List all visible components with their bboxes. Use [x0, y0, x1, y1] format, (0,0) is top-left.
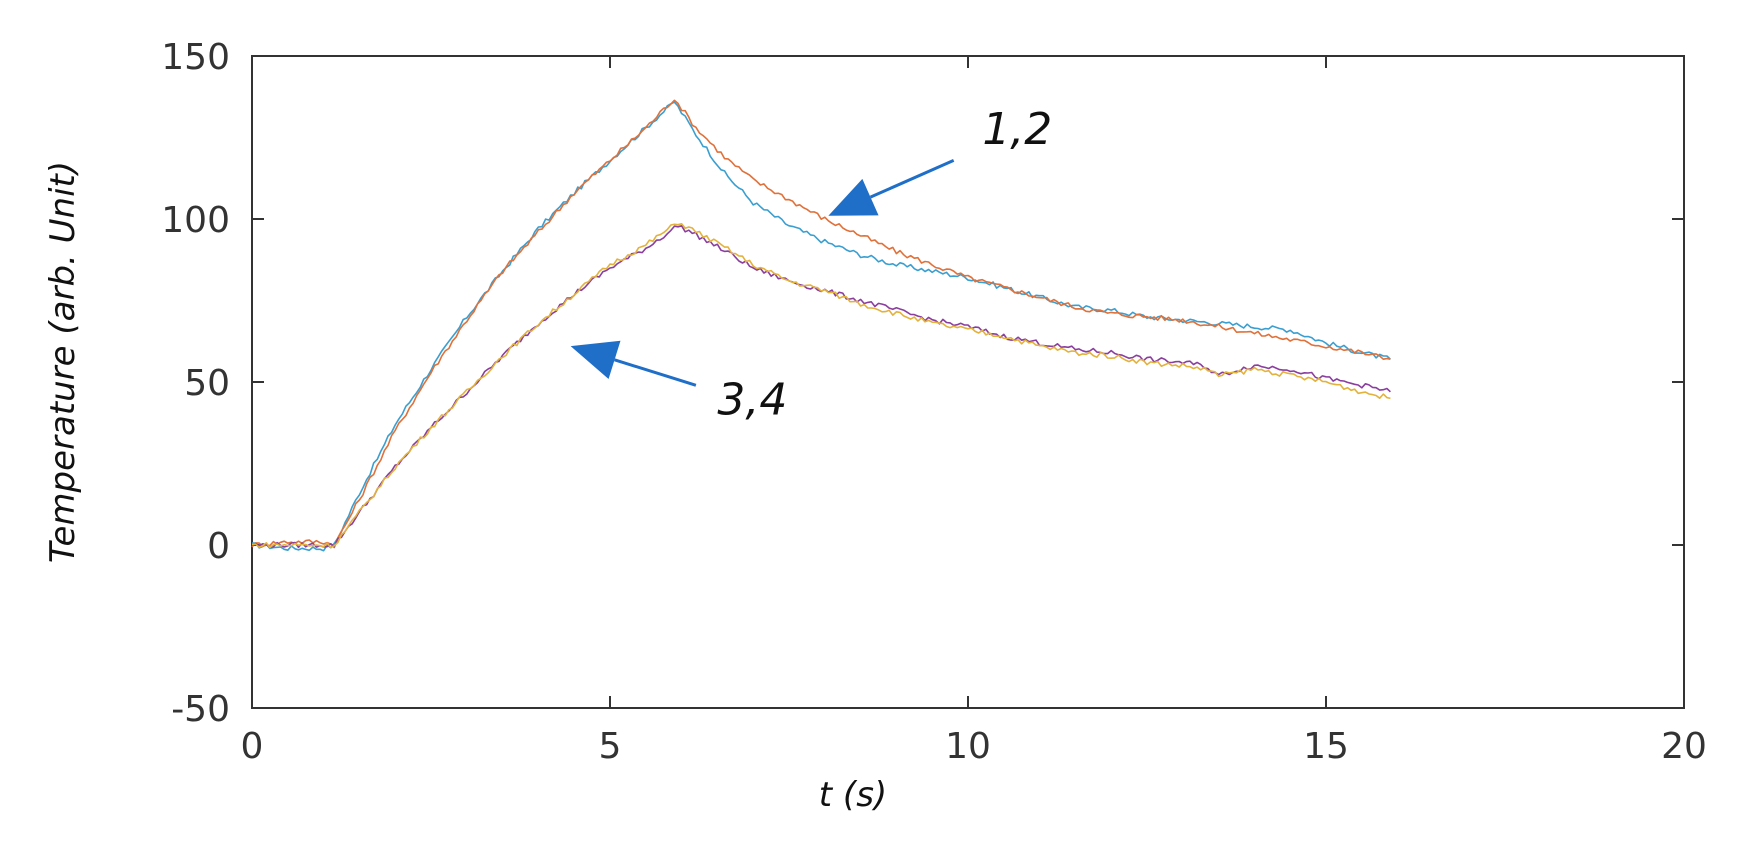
annotation-arrow-head	[828, 178, 879, 216]
annotation-layer: 1,2 3,4	[570, 104, 1052, 426]
annotation-arrow-shaft	[869, 158, 955, 199]
annotation-label: 1,2	[982, 104, 1052, 155]
y-tick-label: 150	[161, 37, 230, 78]
x-tick-label: 20	[1661, 726, 1707, 767]
series-line-2	[251, 99, 1391, 549]
x-axis-title: t (s)	[819, 775, 887, 815]
y-tick-label: 100	[161, 200, 230, 241]
y-tick-label: -50	[171, 689, 230, 730]
y-axis-title: Temperature (arb. Unit)	[43, 161, 83, 563]
x-tick-label: 0	[241, 726, 264, 767]
x-tick-label: 10	[945, 726, 991, 767]
plot-frame	[251, 55, 1685, 709]
series-line-1	[251, 101, 1391, 552]
annotation-label: 3,4	[717, 375, 787, 426]
annotation-arrow-head	[570, 340, 621, 379]
series-layer	[251, 99, 1391, 552]
x-tick-label: 5	[599, 726, 622, 767]
axis-ticks: 0 5 10 15 20 -50 0 50 100 150	[161, 37, 1707, 767]
y-tick-label: 50	[184, 363, 230, 404]
annotation-arrow-shaft	[614, 358, 697, 387]
series-line-4	[251, 223, 1391, 549]
x-tick-label: 15	[1303, 726, 1349, 767]
y-tick-label: 0	[207, 526, 230, 567]
